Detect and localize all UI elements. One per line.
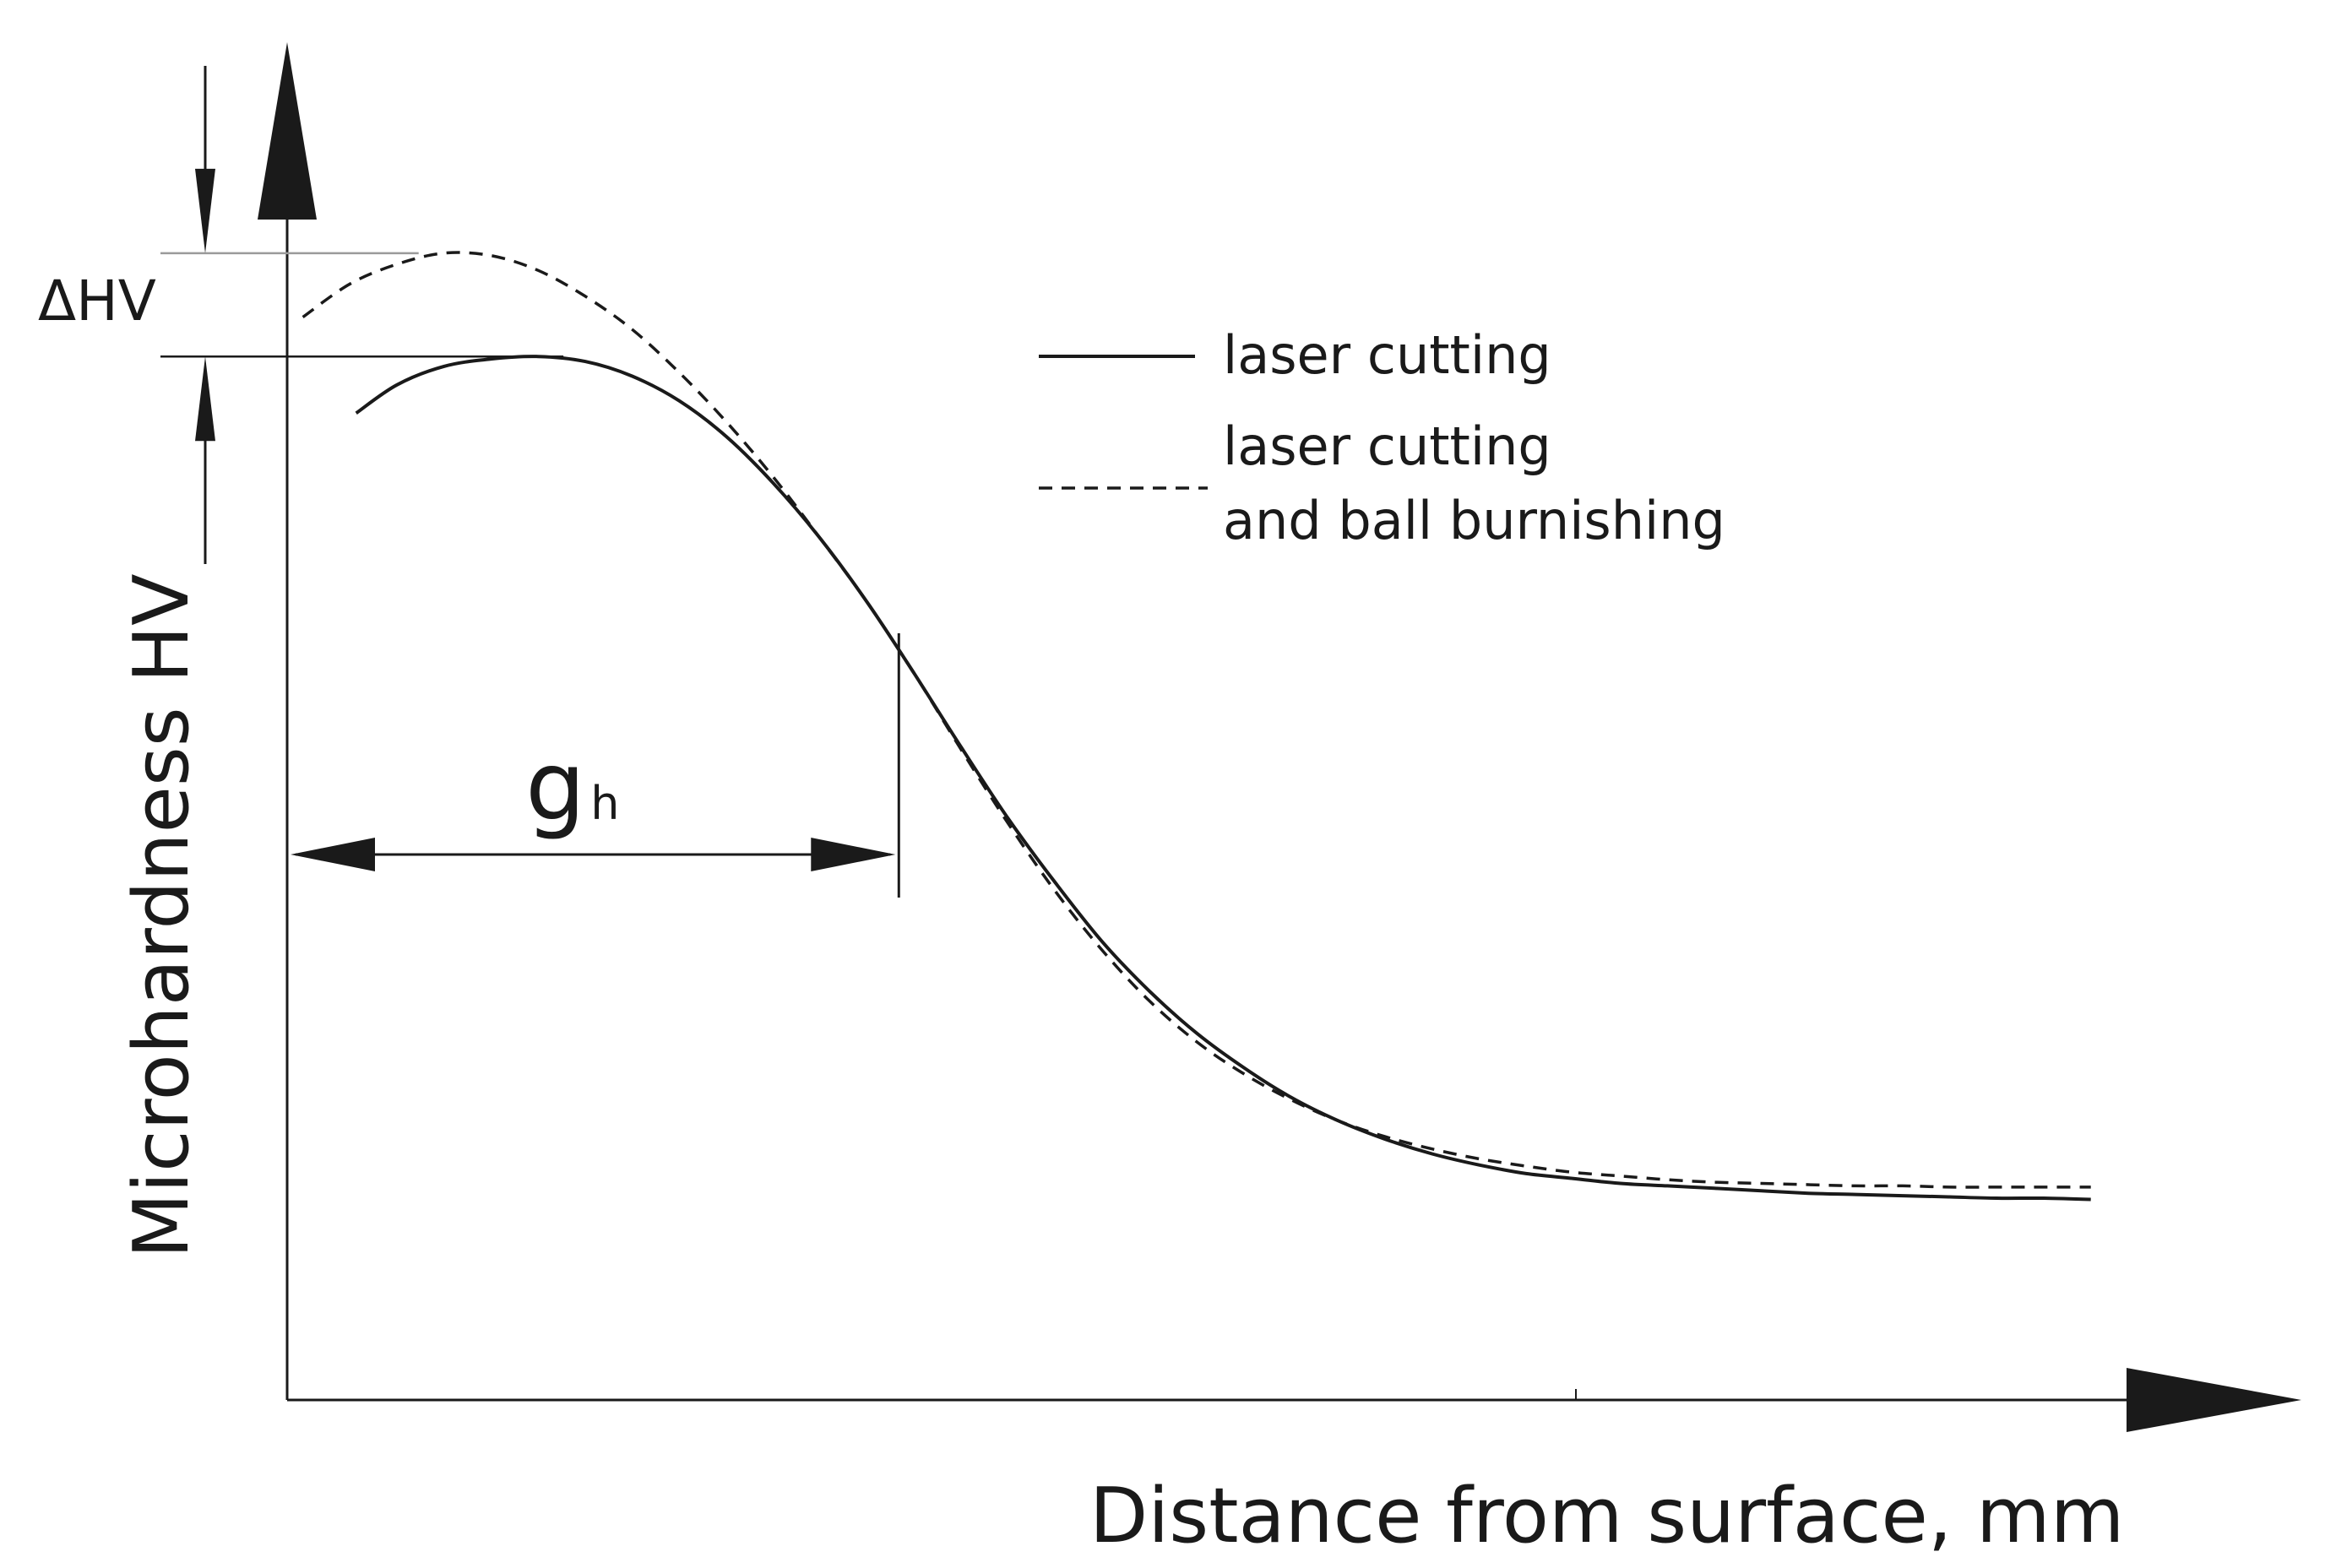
delta-hv-lower-arrowhead: [195, 356, 215, 442]
legend-label-line-2: and ball burnishing: [1223, 490, 1725, 551]
delta-hv-label: ΔHV: [38, 269, 156, 334]
x-axis-arrowhead: [2127, 1368, 2301, 1432]
y-axis-arrowhead: [258, 42, 317, 220]
gh-left-arrowhead: [291, 838, 375, 871]
series-line-laser-cutting-and-ball-burnishing: [301, 251, 2091, 1189]
gh-right-arrowhead: [811, 838, 896, 871]
x-axis-title: Distance from surface, mm: [1089, 1472, 2124, 1560]
gh-label-main: g: [525, 732, 585, 842]
series-line-laser-cutting: [355, 355, 2091, 1202]
legend-label-laser-cutting: laser cutting: [1223, 324, 1551, 386]
legend-label-line-1: laser cutting: [1223, 415, 1551, 477]
legend: laser cutting laser cutting and ball bur…: [1039, 324, 1725, 551]
legend-label-laser-cutting-and-ball-burnishing: laser cutting and ball burnishing: [1223, 415, 1725, 551]
y-axis-title: Microhardness HV: [117, 573, 206, 1258]
delta-hv-upper-arrowhead: [195, 168, 215, 253]
gh-label-subscript: h: [590, 777, 619, 830]
